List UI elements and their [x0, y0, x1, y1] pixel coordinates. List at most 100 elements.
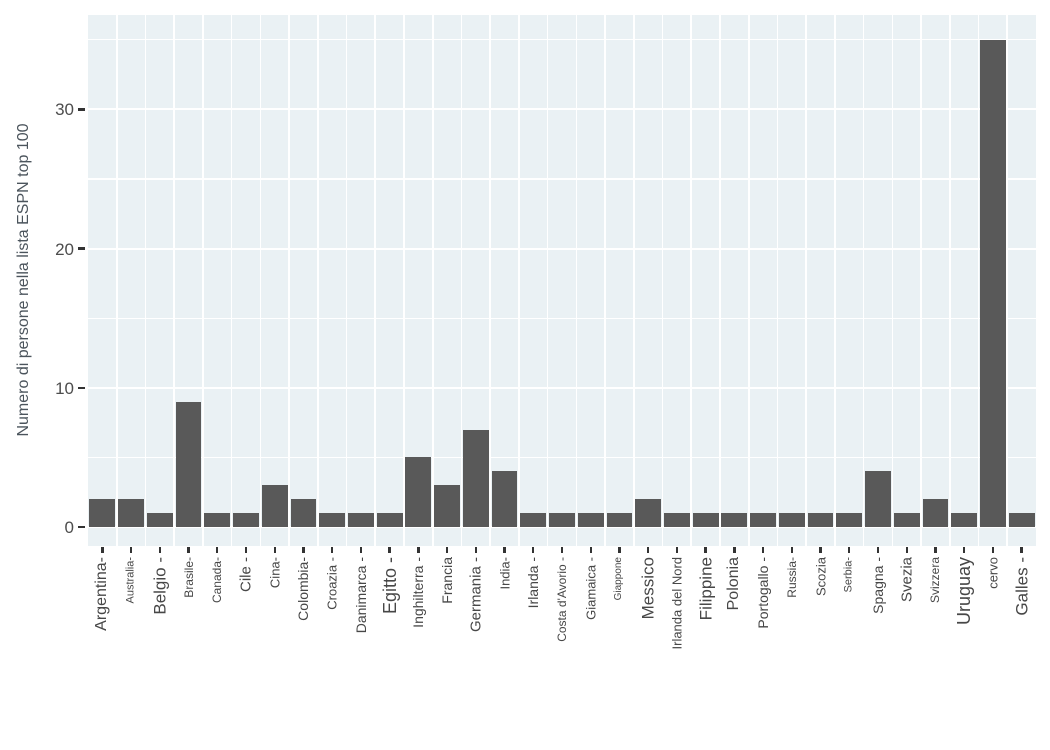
bar-Uruguay [951, 513, 978, 527]
x-tick-mark [330, 547, 334, 553]
x-tick-label-Cina: Cina- [267, 557, 283, 589]
vertical-gridline [115, 15, 118, 546]
vertical-gridline [661, 15, 664, 546]
x-tick-label-Irlanda del Nord: Irlanda del Nord [669, 557, 685, 650]
bar-Giappone [606, 513, 633, 527]
vertical-gridline [690, 15, 693, 546]
x-tick-mark [503, 547, 506, 553]
bar-Giamaica [577, 513, 604, 527]
x-tick-mark [704, 547, 707, 553]
vertical-gridline [834, 15, 836, 546]
x-tick-label-Brasile: Brasile- [181, 557, 196, 598]
bar-Spagna [865, 471, 891, 527]
vertical-gridline [920, 15, 922, 546]
x-tick-label-Inghilterra: Inghilterra - [410, 557, 427, 628]
major-gridline [88, 526, 1036, 528]
plot-panel [88, 15, 1036, 546]
x-tick-label-Irlanda: Irlanda - [525, 557, 542, 609]
bar-Danimarca [347, 513, 374, 527]
x-tick-label-Svizzera: Svizzera [928, 557, 943, 604]
x-tick-mark [876, 547, 880, 553]
x-tick-mark [216, 547, 219, 553]
x-tick-label-Australia: Australia- [124, 557, 137, 604]
x-tick-mark [359, 547, 363, 553]
x-tick-mark [962, 547, 966, 553]
x-tick-mark [589, 547, 592, 553]
x-tick-label-Svezia: Svezia [898, 557, 916, 603]
x-tick-label-cervo: cervo [985, 557, 1001, 589]
y-tick-label: 20 [55, 239, 74, 259]
x-tick-mark [905, 547, 908, 553]
x-tick-label-Belgio: Belgio - [150, 557, 170, 615]
x-tick-mark [474, 547, 477, 553]
vertical-gridline [202, 15, 204, 546]
vertical-gridline [489, 15, 491, 546]
bar-Filippine [692, 513, 719, 527]
x-tick-label-Danimarca: Danimarca - [352, 557, 369, 634]
y-tick-mark [78, 386, 85, 389]
vertical-gridline [977, 15, 980, 546]
bar-Inghilterra [405, 457, 432, 527]
bar-Argentina [89, 499, 116, 527]
x-tick-label-Egitto: Egitto - [379, 557, 400, 615]
x-tick-label-Galles: Galles - [1012, 557, 1032, 616]
x-tick-label-Giappone: Giappone [613, 557, 625, 601]
bar-Belgio [146, 513, 173, 527]
x-tick-label-Uruguay: Uruguay [954, 557, 975, 626]
vertical-gridline [633, 15, 635, 546]
vertical-gridline [403, 15, 405, 546]
vertical-gridline [259, 15, 262, 546]
bar-Cina [261, 485, 288, 527]
x-tick-label-Russia: Russia- [784, 557, 799, 598]
vertical-gridline [518, 15, 520, 546]
vertical-gridline [805, 15, 807, 546]
vertical-gridline [546, 15, 549, 546]
x-tick-label-Costa d'Avorio: Costa d'Avorio - [555, 557, 569, 642]
bar-Egitto [376, 513, 403, 527]
bar-Polonia [721, 513, 748, 527]
bar-Francia [434, 485, 460, 527]
x-tick-mark [532, 547, 535, 553]
bar-Galles [1008, 513, 1035, 527]
x-tick-mark [1020, 547, 1023, 553]
x-tick-label-Francia: Francia [439, 557, 456, 604]
bar-Australia [118, 499, 144, 527]
minor-gridline [88, 178, 1036, 180]
x-tick-mark [560, 547, 564, 553]
vertical-gridline [345, 15, 348, 546]
vertical-gridline [719, 15, 721, 546]
x-tick-mark [445, 547, 449, 553]
vertical-gridline [949, 15, 951, 546]
vertical-gridline [173, 15, 175, 546]
bar-Cile [233, 513, 259, 527]
vertical-gridline [460, 15, 463, 546]
bar-Brasile [175, 401, 202, 527]
vertical-gridline [288, 15, 290, 546]
x-tick-mark [101, 547, 104, 553]
x-tick-label-India: India- [497, 557, 513, 590]
x-tick-label-Argentina: Argentina- [93, 557, 111, 631]
y-tick-mark [78, 108, 85, 111]
vertical-gridline [230, 15, 233, 546]
vertical-gridline [575, 15, 578, 546]
x-tick-label-Giamaica: Giamaica - [583, 557, 599, 620]
x-tick-label-Scozia: Scozia [813, 557, 829, 597]
bar-Messico [635, 499, 662, 527]
x-tick-mark [991, 547, 995, 553]
bar-Scozia [807, 513, 834, 527]
x-tick-mark [761, 547, 765, 553]
vertical-gridline [747, 15, 750, 546]
x-tick-mark [158, 547, 161, 553]
x-tick-label-Germania: Germania - [467, 557, 485, 633]
x-tick-mark [819, 547, 822, 553]
bar-Croazia [319, 513, 346, 527]
minor-gridline [88, 456, 1036, 458]
bar-India [491, 471, 518, 527]
y-tick-label: 30 [55, 100, 74, 120]
minor-gridline [88, 39, 1036, 41]
y-tick-label: 10 [55, 378, 74, 398]
x-tick-label-Messico: Messico [638, 557, 658, 620]
x-tick-mark [417, 547, 420, 553]
x-tick-mark [273, 547, 276, 553]
